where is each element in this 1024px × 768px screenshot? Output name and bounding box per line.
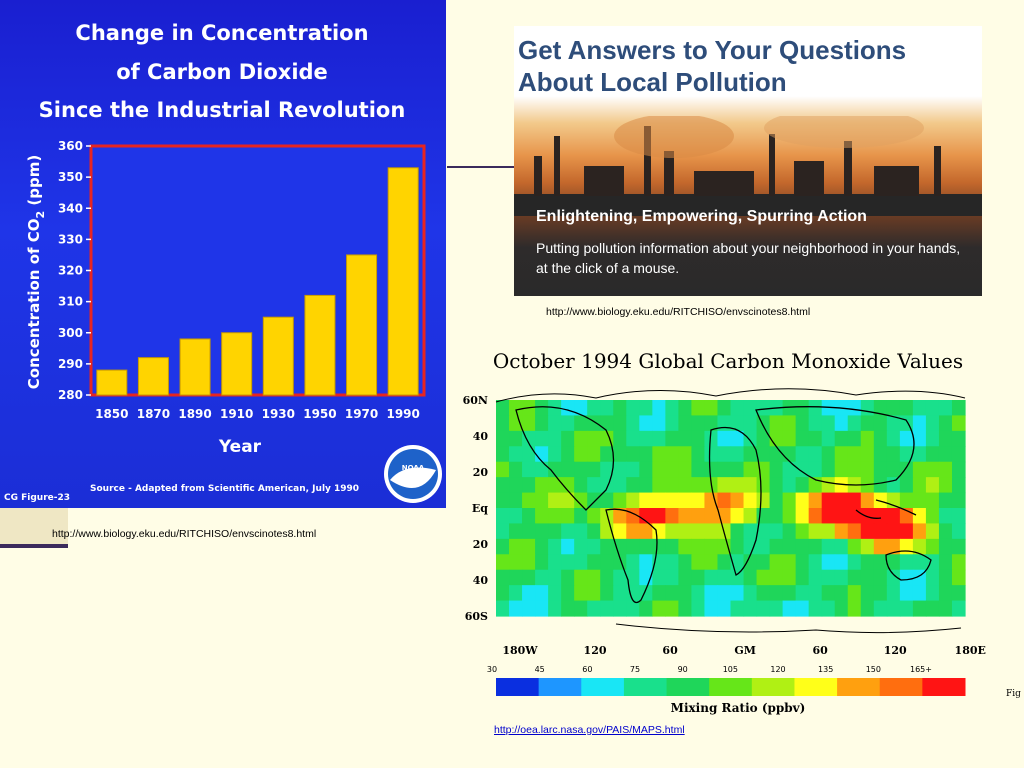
co-colorbar-swatch (751, 678, 795, 696)
co2-figure-label: CG Figure-23 (4, 493, 70, 503)
banner-title: Get Answers to Your Questions About Loca… (518, 35, 907, 97)
co-y-tick-label: 60N (463, 394, 488, 407)
co2-y-axis-label: Concentration of CO2 (ppm) (25, 155, 47, 389)
co-y-tick-label: 20 (473, 538, 489, 551)
co-colorbar-swatch (581, 678, 625, 696)
co2-chart-source-url[interactable]: http://www.biology.eku.edu/RITCHISO/envs… (52, 528, 317, 540)
co2-bar (221, 332, 253, 396)
co-heatmap-grid (496, 400, 966, 617)
co2-y-tick-label: 290 (58, 357, 83, 371)
co2-bar (346, 254, 378, 396)
co2-y-tick-label: 340 (58, 201, 83, 215)
accent-line (447, 166, 515, 168)
co-x-tick-label: 120 (884, 644, 907, 657)
accent-block (0, 508, 68, 544)
co2-bar-chart: Change in Concentration of Carbon Dioxide… (4, 21, 442, 503)
co-x-tick-label: 180W (502, 644, 538, 657)
co2-x-tick-label: 1950 (303, 407, 336, 421)
co2-bar (304, 294, 336, 396)
co2-title-line: of Carbon Dioxide (116, 60, 328, 84)
co2-x-tick-label: 1930 (262, 407, 295, 421)
co2-chart-panel: Change in Concentration of Carbon Dioxide… (0, 0, 446, 508)
co-colorbar-tick-label: 150 (866, 665, 881, 674)
co-x-tick-label: GM (734, 644, 756, 657)
co2-title-line: Since the Industrial Revolution (39, 98, 406, 122)
co2-x-tick-label: 1970 (345, 407, 378, 421)
co-colorbar-tick-label: 120 (770, 665, 785, 674)
co2-y-tick-label: 280 (58, 388, 83, 402)
continent-outline (885, 550, 932, 581)
co2-x-tick-label: 1890 (178, 407, 211, 421)
arctic-coastline (495, 388, 966, 403)
co2-bar (387, 167, 419, 396)
co-colorbar-swatch (538, 678, 582, 696)
co-colorbar-swatch (496, 678, 540, 696)
co2-x-tick-label: 1990 (386, 407, 419, 421)
pollution-banner[interactable]: Get Answers to Your Questions About Loca… (514, 26, 982, 296)
co2-y-tick-label: 300 (58, 326, 83, 340)
continent-outline (515, 406, 615, 511)
co-colorbar-tick-label: 75 (630, 665, 640, 674)
co2-x-tick-label: 1850 (95, 407, 128, 421)
co2-bar (137, 357, 169, 396)
co-x-tick-label: 60 (662, 644, 678, 657)
co-y-tick-label: 20 (473, 466, 489, 479)
co-colorbar-label: Mixing Ratio (ppbv) (671, 701, 806, 715)
co2-bar (179, 338, 211, 396)
co-y-tick-label: 40 (473, 574, 489, 587)
co2-bar (262, 316, 294, 396)
co2-y-tick-label: 330 (58, 232, 83, 246)
co-map-source-url[interactable]: http://oea.larc.nasa.gov/PAIS/MAPS.html (494, 724, 685, 736)
co-colorbar-tick-label: 30 (487, 665, 497, 674)
co-y-tick-label: Eq (472, 502, 488, 515)
factory-skyline-image (514, 116, 982, 216)
co-colorbar-swatch (922, 678, 966, 696)
co-heatmap-chart: October 1994 Global Carbon Monoxide Valu… (463, 349, 1021, 715)
co-colorbar-tick-label: 60 (582, 665, 592, 674)
continent-outline (605, 508, 658, 604)
co-colorbar-swatch (666, 678, 710, 696)
accent-bar (0, 544, 68, 548)
svg-text:NOAA: NOAA (402, 464, 425, 472)
co2-y-tick-label: 310 (58, 295, 83, 309)
co-colorbar-swatch (837, 678, 881, 696)
co-colorbar-tick-label: 135 (818, 665, 833, 674)
co-colorbar-swatch (879, 678, 923, 696)
continent-outline (755, 406, 915, 486)
co-colorbar-swatch (623, 678, 668, 696)
co2-y-tick-label: 320 (58, 264, 83, 278)
co-colorbar-swatch (709, 678, 753, 696)
co-x-tick-label: 180E (955, 644, 986, 657)
co2-x-tick-label: 1870 (137, 407, 170, 421)
co-x-tick-label: 120 (584, 644, 607, 657)
banner-subtitle: Enlightening, Empowering, Spurring Actio… (536, 208, 867, 225)
co2-bar (96, 369, 128, 396)
co-x-tick-label: 60 (813, 644, 829, 657)
co-colorbar-tick-label: 90 (678, 665, 688, 674)
co-colorbar-swatch (794, 678, 838, 696)
co2-x-tick-label: 1910 (220, 407, 253, 421)
co2-x-axis-label: Year (218, 437, 262, 457)
noaa-logo: NOAA (384, 445, 442, 503)
continent-outline (855, 499, 917, 519)
antarctic-coastline (615, 623, 962, 634)
co-map-title: October 1994 Global Carbon Monoxide Valu… (493, 349, 963, 373)
banner-source-url[interactable]: http://www.biology.eku.edu/RITCHISO/envs… (546, 306, 811, 318)
co-colorbar-tick-label: 105 (723, 665, 738, 674)
co-y-tick-label: 60S (465, 610, 488, 623)
co2-title-line: Change in Concentration (75, 21, 368, 45)
co-y-tick-label: 40 (473, 430, 489, 443)
co2-y-tick-label: 360 (58, 139, 83, 153)
co-map-figure: October 1994 Global Carbon Monoxide Valu… (456, 340, 1024, 720)
co-colorbar-tick-label: 165+ (910, 665, 932, 674)
co-edge-text: Fig (1006, 689, 1021, 699)
continent-outline (708, 426, 762, 576)
co-colorbar-tick-label: 45 (535, 665, 545, 674)
co2-source-note: Source - Adapted from Scientific America… (90, 484, 359, 494)
co2-y-tick-label: 350 (58, 170, 83, 184)
banner-description: Putting pollution information about your… (536, 240, 961, 276)
